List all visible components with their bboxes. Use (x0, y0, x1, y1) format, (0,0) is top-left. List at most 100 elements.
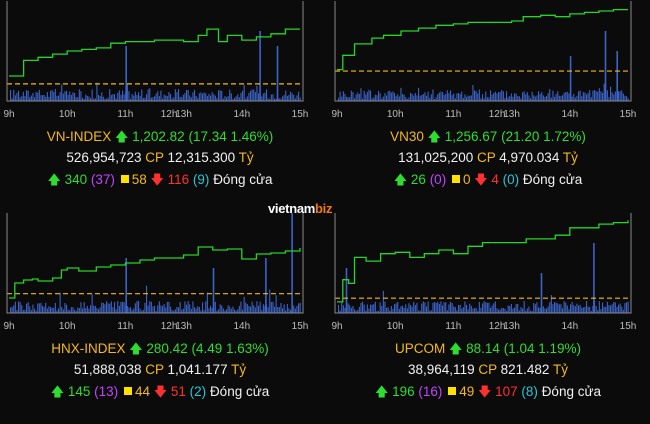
volume-bar (149, 301, 151, 313)
market-status: Đóng cửa (541, 384, 602, 399)
volume-bar (560, 96, 562, 101)
volume-bar (258, 305, 260, 313)
volume-bar (526, 308, 528, 313)
volume-bar (619, 91, 621, 101)
volume-bar (501, 90, 503, 101)
volume-bar (526, 92, 528, 101)
volume-bar (339, 91, 341, 101)
volume-value: 51,888,038 (73, 362, 142, 377)
volume-bar (518, 310, 520, 313)
ceiling-count: (16) (418, 384, 443, 399)
volume-bar (448, 304, 450, 313)
volume-bar (181, 309, 183, 313)
volume-bar (408, 97, 410, 101)
volume-bar (235, 96, 237, 101)
volume-bar (72, 307, 74, 313)
volume-bar (208, 93, 210, 101)
currency-label: Tỷ (231, 362, 247, 377)
volume-bar (464, 94, 466, 101)
volume-bar (565, 302, 567, 313)
volume-bar (597, 310, 599, 313)
volume-bar (589, 306, 591, 313)
volume-bar (560, 304, 562, 313)
volume-bar (555, 302, 557, 313)
volume-bar (390, 306, 392, 313)
volume-bar (11, 307, 13, 313)
volume-bar (554, 96, 556, 101)
volume-bar (166, 96, 168, 101)
volume-bar (91, 89, 93, 101)
volume-bar (85, 94, 87, 101)
volume-bar (34, 97, 36, 101)
volume-bar (531, 310, 533, 313)
volume-bar (358, 306, 360, 313)
volume-bar (574, 306, 576, 313)
volume-bar (78, 89, 80, 101)
unchanged-square-icon (123, 387, 132, 395)
volume-bar (219, 304, 221, 313)
volume-bar (587, 92, 589, 101)
volume-bar (387, 91, 389, 101)
volume-bar (98, 95, 100, 101)
volume-bar (610, 86, 612, 101)
volume-bar (494, 91, 496, 101)
volume-bar (510, 93, 512, 101)
volume-bar (416, 302, 418, 313)
volume-bar (533, 95, 535, 101)
volume-bar (117, 92, 119, 101)
volume-bar (552, 90, 554, 101)
volume-bar (586, 94, 588, 101)
volume-bar (264, 92, 266, 101)
volume-bar (274, 98, 276, 101)
volume-bar (227, 96, 229, 101)
volume-bar (226, 309, 228, 313)
volume-bar (294, 308, 296, 313)
volume-bar (587, 306, 589, 313)
volume-bar (344, 307, 346, 313)
volume-bar (51, 307, 53, 313)
volume-bar (344, 93, 346, 101)
volume-bar (350, 307, 352, 313)
volume-bar (155, 311, 157, 313)
volume-bar (595, 91, 597, 101)
volume-bar (75, 310, 77, 313)
x-tick-label: 9h (3, 109, 14, 120)
volume-bar (131, 94, 133, 101)
volume-bar (16, 92, 18, 101)
volume-bar (245, 98, 247, 101)
volume-bar (574, 97, 576, 101)
volume-bar (235, 310, 237, 313)
volume-bar (365, 94, 367, 101)
volume-bar (150, 301, 152, 313)
volume-bar (419, 310, 421, 313)
panel-upcom: 9h 10h 11h 12h 13h 14h 15h UPCOM 🡅 88.14 (1.04… (328, 212, 648, 422)
volume-bar (147, 89, 149, 101)
volume-bar (126, 83, 128, 101)
volume-bar (214, 301, 216, 313)
volume-bar (386, 95, 388, 101)
volume-bar (470, 305, 472, 313)
volume-bar (413, 301, 415, 313)
volume-bar (578, 305, 580, 313)
volume-bar (509, 305, 511, 313)
volume-bar (347, 303, 349, 313)
volume-bar (517, 96, 519, 101)
volume-bar (478, 301, 480, 313)
volume-bar (51, 90, 53, 101)
cp-label: CP (478, 362, 497, 377)
ceiling-count: (13) (94, 384, 119, 399)
volume-bar (411, 93, 413, 101)
volume-bar (141, 310, 143, 313)
volume-bar (589, 90, 591, 101)
volume-bar (542, 306, 544, 313)
volume-bar (474, 90, 476, 101)
volume-bar (414, 93, 416, 101)
volume-bar (608, 305, 610, 313)
volume-bar (254, 92, 256, 101)
volume-bar (237, 94, 239, 101)
volume-bar (525, 310, 527, 313)
volume-bar (152, 97, 154, 101)
volume-bar (454, 98, 456, 101)
volume-bar (341, 301, 343, 313)
